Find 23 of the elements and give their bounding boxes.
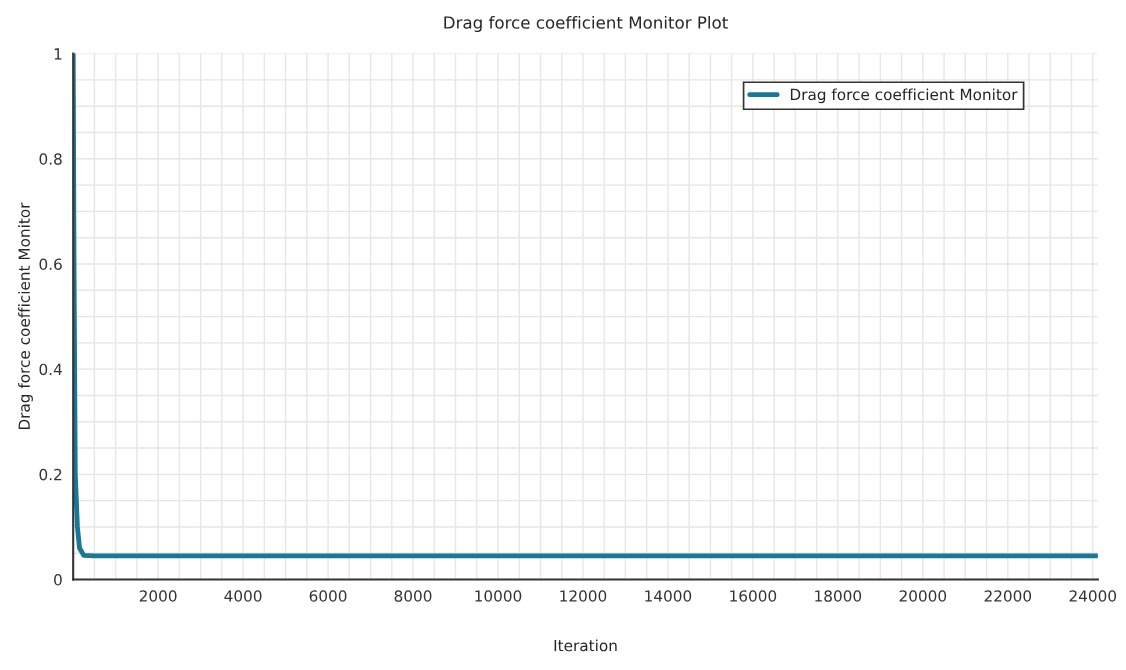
chart-title: Drag force coefficient Monitor Plot (444, 15, 728, 33)
legend-label: Drag force coefficient Monitor (790, 88, 1018, 104)
x-axis-title: Iteration (554, 639, 617, 652)
line-series (73, 53, 1098, 559)
x-tick-label: 20000 (899, 590, 947, 602)
x-tick-label: 2000 (139, 590, 177, 602)
y-tick-label: 0.4 (39, 363, 62, 376)
y-tick-label: 1 (54, 48, 62, 60)
x-tick-label: 22000 (984, 590, 1032, 602)
x-tick-label: 16000 (730, 590, 777, 602)
y-axis-title: Drag force coefficient Monitor (18, 202, 33, 430)
x-tick-label: 8000 (394, 590, 432, 602)
x-tick-label: 18000 (815, 590, 862, 602)
y-tick-label: 0 (54, 574, 62, 586)
x-tick-label: 4000 (224, 590, 262, 602)
y-tick-label: 0.6 (39, 258, 62, 270)
x-tick-label: 6000 (309, 590, 347, 602)
x-tick-label: 24000 (1069, 590, 1117, 602)
x-tick-label: 10000 (475, 590, 522, 602)
y-tick-label: 0.8 (39, 153, 62, 165)
y-tick-label: 0.2 (39, 468, 62, 481)
x-tick-label: 12000 (560, 590, 607, 602)
x-tick-label: 14000 (645, 590, 692, 602)
